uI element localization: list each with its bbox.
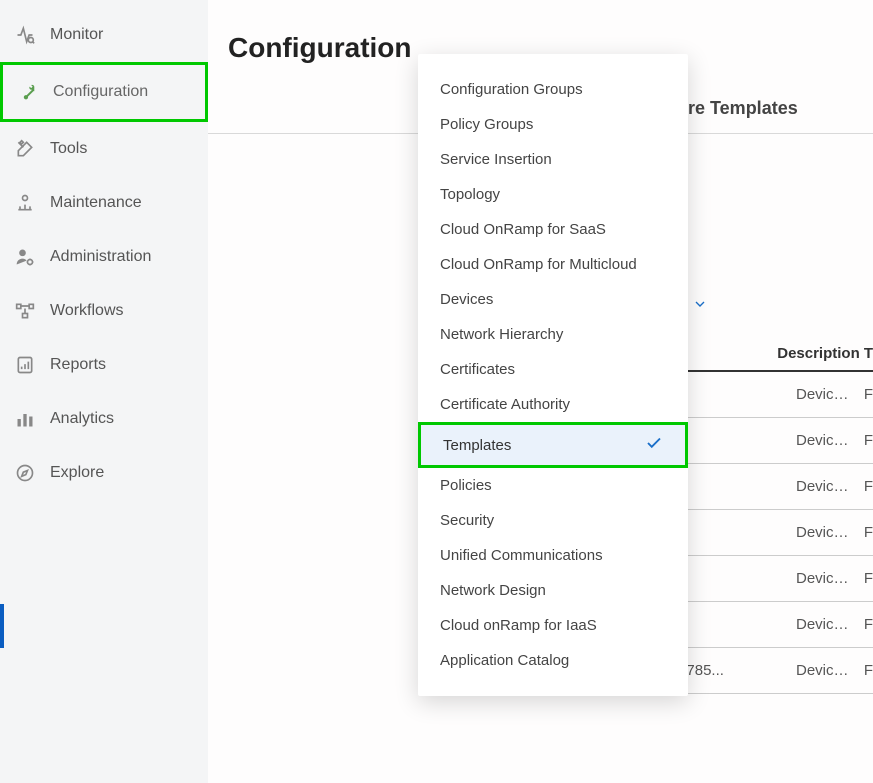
dropdown-item-cloud-onramp-for-iaas[interactable]: Cloud onRamp for IaaS xyxy=(418,608,688,643)
dropdown-item-label: Network Design xyxy=(440,582,546,599)
sidebar-item-workflows[interactable]: Workflows xyxy=(0,284,208,338)
dropdown-item-label: Templates xyxy=(443,437,511,454)
sidebar-item-tools[interactable]: Tools xyxy=(0,122,208,176)
dropdown-item-topology[interactable]: Topology xyxy=(418,177,688,212)
dropdown-item-label: Unified Communications xyxy=(440,547,603,564)
sidebar-item-label: Monitor xyxy=(50,26,103,44)
dropdown-item-certificate-authority[interactable]: Certificate Authority xyxy=(418,387,688,422)
dropdown-item-network-hierarchy[interactable]: Network Hierarchy xyxy=(418,317,688,352)
dropdown-item-policy-groups[interactable]: Policy Groups xyxy=(418,107,688,142)
cell-flag: F xyxy=(859,570,873,587)
person-gear-icon xyxy=(14,246,36,268)
compass-icon xyxy=(14,462,36,484)
sidebar-item-label: Administration xyxy=(50,248,151,266)
cell-flag: F xyxy=(859,616,873,633)
dropdown-item-templates[interactable]: Templates xyxy=(418,422,688,468)
page-title: Configuration xyxy=(228,32,412,64)
dropdown-item-label: Service Insertion xyxy=(440,151,552,168)
sidebar-item-analytics[interactable]: Analytics xyxy=(0,392,208,446)
wrench-icon xyxy=(17,81,39,103)
cell-flag: F xyxy=(859,478,873,495)
sidebar-item-maintenance[interactable]: Maintenance xyxy=(0,176,208,230)
report-icon xyxy=(14,354,36,376)
sidebar-item-label: Reports xyxy=(50,356,106,374)
dropdown-item-application-catalog[interactable]: Application Catalog xyxy=(418,643,688,678)
cell-description: Device template of Site100-cE1 wit... xyxy=(796,616,859,633)
dropdown-item-label: Application Catalog xyxy=(440,652,569,669)
sidebar-item-label: Workflows xyxy=(50,302,124,320)
cell-description: Device template of Site200-cE2 wit... xyxy=(796,478,859,495)
sidebar-item-monitor[interactable]: Monitor xyxy=(0,8,208,62)
dropdown-item-devices[interactable]: Devices xyxy=(418,282,688,317)
sidebar-item-configuration[interactable]: Configuration xyxy=(0,62,208,122)
workflow-icon xyxy=(14,300,36,322)
sidebar-item-explore[interactable]: Explore xyxy=(0,446,208,500)
dropdown-item-security[interactable]: Security xyxy=(418,503,688,538)
dropdown-item-label: Cloud onRamp for IaaS xyxy=(440,617,597,634)
configuration-dropdown: Configuration Groups Policy Groups Service… xyxy=(418,54,688,696)
cell-flag: F xyxy=(859,386,873,403)
dropdown-item-label: Configuration Groups xyxy=(440,81,583,98)
sidebar-item-label: Tools xyxy=(50,140,87,158)
dropdown-item-label: Network Hierarchy xyxy=(440,326,563,343)
col-f-header[interactable]: T xyxy=(860,345,873,362)
dropdown-item-policies[interactable]: Policies xyxy=(418,468,688,503)
analytics-icon xyxy=(14,408,36,430)
nav-indicator xyxy=(0,604,4,648)
sidebar-item-label: Explore xyxy=(50,464,104,482)
cell-description: Device template of Site100-cE2 wit... xyxy=(796,662,859,679)
cell-flag: F xyxy=(859,524,873,541)
maintenance-icon xyxy=(14,192,36,214)
app-root: Monitor Configuration Tools Maintenance xyxy=(0,0,873,783)
col-desc-header[interactable]: Description xyxy=(777,345,860,362)
dropdown-item-certificates[interactable]: Certificates xyxy=(418,352,688,387)
sidebar: Monitor Configuration Tools Maintenance xyxy=(0,0,208,783)
sidebar-item-administration[interactable]: Administration xyxy=(0,230,208,284)
sidebar-item-label: Configuration xyxy=(53,83,148,101)
dropdown-item-configuration-groups[interactable]: Configuration Groups xyxy=(418,72,688,107)
dropdown-item-label: Devices xyxy=(440,291,493,308)
dropdown-item-label: Certificate Authority xyxy=(440,396,570,413)
dropdown-item-cloud-onramp-for-multicloud[interactable]: Cloud OnRamp for Multicloud xyxy=(418,247,688,282)
cell-description: Device template of Site500-cE2 wit... xyxy=(796,570,859,587)
dropdown-item-network-design[interactable]: Network Design xyxy=(418,573,688,608)
cell-description: Device template of Site500-cE1 wit... xyxy=(796,524,859,541)
cell-flag: F xyxy=(859,662,873,679)
dropdown-item-unified-communications[interactable]: Unified Communications xyxy=(418,538,688,573)
dropdown-item-label: Security xyxy=(440,512,494,529)
sidebar-item-reports[interactable]: Reports xyxy=(0,338,208,392)
dropdown-item-cloud-onramp-for-saas[interactable]: Cloud OnRamp for SaaS xyxy=(418,212,688,247)
dropdown-item-label: Certificates xyxy=(440,361,515,378)
dropdown-item-label: Policy Groups xyxy=(440,116,533,133)
chevron-down-icon[interactable] xyxy=(692,296,708,317)
check-icon xyxy=(645,434,663,456)
cell-description: Device template of Site400-cE1 wit... xyxy=(796,386,859,403)
dropdown-item-label: Topology xyxy=(440,186,500,203)
tools-icon xyxy=(14,138,36,160)
sidebar-item-label: Analytics xyxy=(50,410,114,428)
main-content: Configuration re Templates Description T… xyxy=(208,0,873,783)
monitor-icon xyxy=(14,24,36,46)
cell-flag: F xyxy=(859,432,873,449)
dropdown-item-label: Cloud OnRamp for SaaS xyxy=(440,221,606,238)
dropdown-item-label: Policies xyxy=(440,477,492,494)
dropdown-item-label: Cloud OnRamp for Multicloud xyxy=(440,256,637,273)
cell-description: Device template of Site200-cE1 wit... xyxy=(796,432,859,449)
sidebar-item-label: Maintenance xyxy=(50,194,142,212)
dropdown-item-service-insertion[interactable]: Service Insertion xyxy=(418,142,688,177)
